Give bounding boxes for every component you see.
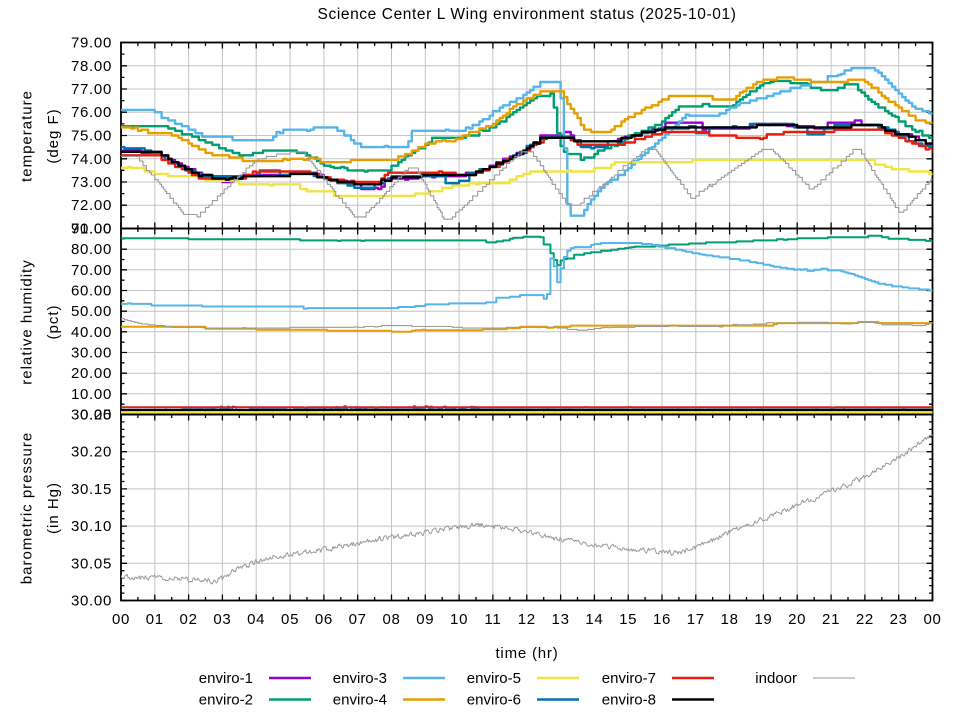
svg-text:05: 05 <box>281 611 299 628</box>
svg-text:08: 08 <box>382 611 400 628</box>
svg-text:73.00: 73.00 <box>71 174 112 191</box>
svg-text:enviro-2: enviro-2 <box>199 692 253 709</box>
svg-text:74.00: 74.00 <box>71 151 112 168</box>
svg-text:enviro-1: enviro-1 <box>199 670 253 687</box>
svg-text:enviro-4: enviro-4 <box>333 692 387 709</box>
svg-text:12: 12 <box>518 611 536 628</box>
svg-text:30.00: 30.00 <box>71 593 112 610</box>
svg-text:04: 04 <box>247 611 265 628</box>
svg-text:07: 07 <box>349 611 367 628</box>
svg-text:00: 00 <box>923 611 941 628</box>
svg-text:10: 10 <box>450 611 468 628</box>
svg-text:02: 02 <box>180 611 198 628</box>
svg-text:indoor: indoor <box>755 670 797 687</box>
svg-text:16: 16 <box>653 611 671 628</box>
svg-text:enviro-6: enviro-6 <box>467 692 521 709</box>
svg-text:79.00: 79.00 <box>71 35 112 52</box>
svg-text:20: 20 <box>788 611 806 628</box>
svg-text:50.00: 50.00 <box>71 303 112 320</box>
svg-text:06: 06 <box>315 611 333 628</box>
svg-text:21: 21 <box>822 611 840 628</box>
svg-text:relative humidity: relative humidity <box>19 259 36 384</box>
svg-text:barometric pressure: barometric pressure <box>19 432 36 584</box>
svg-text:11: 11 <box>484 611 501 628</box>
svg-text:enviro-7: enviro-7 <box>602 670 656 687</box>
svg-text:18: 18 <box>721 611 739 628</box>
svg-text:10.00: 10.00 <box>71 386 112 403</box>
svg-text:time (hr): time (hr) <box>495 645 558 662</box>
svg-text:90.00: 90.00 <box>71 221 112 238</box>
svg-text:13: 13 <box>552 611 570 628</box>
svg-text:75.00: 75.00 <box>71 128 112 145</box>
svg-text:09: 09 <box>416 611 434 628</box>
svg-text:0.00: 0.00 <box>80 407 112 424</box>
svg-text:temperature: temperature <box>19 90 36 182</box>
svg-text:40.00: 40.00 <box>71 324 112 341</box>
svg-text:30.05: 30.05 <box>71 555 112 572</box>
svg-text:enviro-3: enviro-3 <box>333 670 387 687</box>
svg-text:30.25: 30.25 <box>71 407 112 424</box>
svg-text:20.00: 20.00 <box>71 365 112 382</box>
svg-text:03: 03 <box>213 611 231 628</box>
svg-text:(deg F): (deg F) <box>45 108 62 163</box>
svg-text:60.00: 60.00 <box>71 283 112 300</box>
svg-text:enviro-8: enviro-8 <box>602 692 656 709</box>
svg-text:76.00: 76.00 <box>71 104 112 121</box>
svg-text:(in Hg): (in Hg) <box>45 482 62 534</box>
svg-text:23: 23 <box>890 611 908 628</box>
svg-text:enviro-5: enviro-5 <box>467 670 521 687</box>
svg-text:22: 22 <box>856 611 874 628</box>
svg-text:71.00: 71.00 <box>71 221 112 238</box>
svg-text:(pct): (pct) <box>45 305 62 340</box>
svg-text:15: 15 <box>619 611 637 628</box>
svg-text:30.20: 30.20 <box>71 444 112 461</box>
svg-text:14: 14 <box>585 611 603 628</box>
svg-text:72.00: 72.00 <box>71 197 112 214</box>
svg-text:30.15: 30.15 <box>71 481 112 498</box>
svg-text:01: 01 <box>146 611 164 628</box>
svg-text:17: 17 <box>687 611 705 628</box>
svg-text:00: 00 <box>112 611 130 628</box>
svg-text:30.00: 30.00 <box>71 345 112 362</box>
svg-text:19: 19 <box>754 611 772 628</box>
svg-text:Science Center L Wing environm: Science Center L Wing environment status… <box>318 6 737 23</box>
svg-text:78.00: 78.00 <box>71 58 112 75</box>
svg-text:30.10: 30.10 <box>71 518 112 535</box>
svg-text:70.00: 70.00 <box>71 262 112 279</box>
svg-text:77.00: 77.00 <box>71 81 112 98</box>
svg-text:80.00: 80.00 <box>71 241 112 258</box>
